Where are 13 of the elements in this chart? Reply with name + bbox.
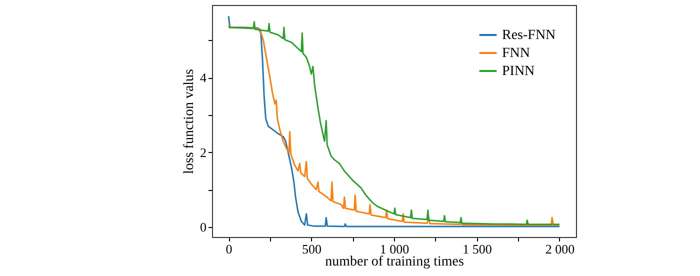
y-tick-label: 2 [200,144,206,160]
y-tick-label: 0 [200,219,206,234]
legend-label: PINN [502,64,535,79]
legend-label: FNN [502,46,530,61]
x-tick-label: 1 500 [462,242,492,256]
legend-label: Res-FNN [502,28,556,43]
x-tick-label: 500 [302,242,322,256]
x-tick-label: 1 000 [380,242,410,256]
y-axis-title: loss function valus [182,69,197,174]
x-tick-label: 2 000 [545,242,575,256]
x-tick-label: 0 [226,242,232,256]
y-tick-label: 4 [200,70,207,86]
x-axis-title: number of training times [325,254,464,270]
